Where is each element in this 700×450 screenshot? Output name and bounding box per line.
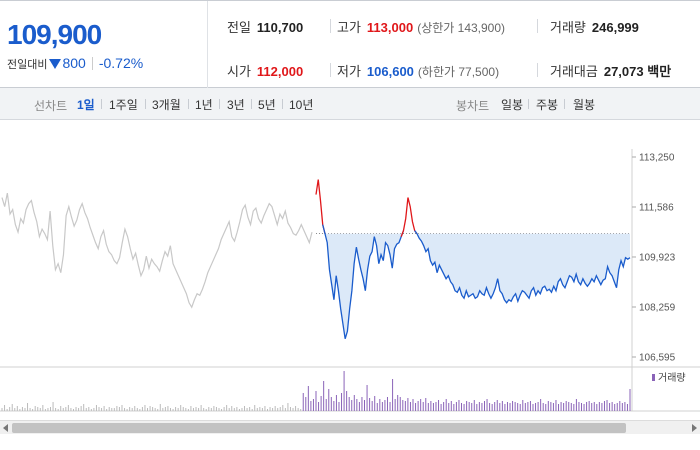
stat-value: 112,000	[256, 64, 304, 79]
stat-value: 110,700	[256, 20, 304, 35]
stat-value: 246,999	[591, 20, 639, 35]
today-series-line-up	[315, 179, 326, 234]
y-tick-label: 111,586	[639, 203, 674, 214]
y-tick-label: 108,259	[639, 302, 676, 313]
chart-period-tabs: 선차트 1일 1주일 3개월 1년 3년 5년 10년 봉차트 일봉 주봉 월봉	[0, 88, 700, 120]
divider	[145, 99, 146, 109]
divider	[528, 99, 529, 109]
divider	[537, 63, 538, 77]
candle-chart-label: 봉차트	[456, 99, 490, 113]
tab-1week[interactable]: 1주일	[109, 98, 138, 112]
stat-unit: 백만	[647, 64, 672, 79]
stat-low: 저가 106,600 (하한가 77,500)	[337, 61, 499, 80]
stat-label: 거래량	[550, 20, 586, 35]
scroll-right-icon[interactable]	[692, 424, 697, 432]
current-price-box: 109,900 전일대비 800 -0.72%	[0, 1, 208, 88]
volume-legend-label: 거래량	[658, 372, 686, 384]
down-triangle-icon	[49, 59, 62, 69]
stat-volume: 거래량 246,999	[550, 17, 639, 36]
price-chart[interactable]: 113,250 111,586 109,923 108,259 106,595 거래량	[0, 121, 700, 421]
today-series-line-up	[400, 197, 418, 237]
stat-amount: 거래대금 27,073 백만	[550, 61, 671, 80]
stat-label: 저가	[337, 64, 361, 79]
divider	[219, 99, 220, 109]
tab-weekly-candle[interactable]: 주봉	[536, 98, 559, 112]
divider	[537, 19, 538, 33]
price-chart-svg: 113,250 111,586 109,923 108,259 106,595 거래량	[0, 149, 700, 412]
current-price: 109,900	[7, 19, 102, 50]
divider	[251, 99, 252, 109]
change-label: 전일대비	[7, 59, 48, 71]
prev-day-series-line	[1, 192, 313, 309]
stat-value: 106,600	[366, 64, 414, 79]
price-change: 전일대비 800 -0.72%	[7, 55, 143, 72]
divider	[188, 99, 189, 109]
divider	[330, 63, 331, 77]
today-area-fill	[324, 233, 630, 339]
tab-5year[interactable]: 5년	[258, 98, 276, 112]
divider	[101, 99, 102, 109]
tab-daily-candle[interactable]: 일봉	[501, 98, 524, 112]
tab-3month[interactable]: 3개월	[152, 98, 181, 112]
stat-label: 거래대금	[550, 64, 598, 79]
divider	[564, 99, 565, 109]
tab-1day[interactable]: 1일	[77, 98, 95, 112]
divider	[91, 57, 93, 70]
today-series-line-down	[414, 230, 631, 304]
tab-10year[interactable]: 10년	[289, 98, 314, 112]
today-series-line-down	[322, 224, 405, 340]
stat-value: 113,000	[366, 20, 414, 35]
stat-label: 고가	[337, 20, 361, 35]
tab-monthly-candle[interactable]: 월봉	[573, 98, 596, 112]
chart-scrollbar[interactable]	[0, 420, 700, 434]
y-tick-label: 113,250	[639, 153, 675, 164]
stat-open: 시가 112,000	[227, 61, 303, 80]
change-rate: -0.72%	[98, 55, 144, 71]
lower-limit: (하한가 77,500)	[417, 65, 500, 79]
tab-1year[interactable]: 1년	[195, 98, 213, 112]
stat-value: 27,073	[603, 64, 644, 79]
volume-legend-swatch	[652, 374, 655, 381]
divider	[282, 99, 283, 109]
line-chart-label: 선차트	[34, 99, 68, 113]
stat-high: 고가 113,000 (상한가 143,900)	[337, 17, 505, 36]
scroll-thumb[interactable]	[12, 423, 626, 433]
upper-limit: (상한가 143,900)	[417, 21, 506, 35]
y-tick-label: 109,923	[639, 252, 676, 263]
stat-label: 시가	[227, 64, 251, 79]
divider	[330, 19, 331, 33]
stat-prev-close: 전일 110,700	[227, 17, 303, 36]
stat-label: 전일	[227, 20, 251, 35]
change-amount: 800	[62, 55, 86, 71]
scroll-left-icon[interactable]	[3, 424, 8, 432]
y-tick-label: 106,595	[639, 353, 676, 364]
price-stats: 전일 110,700 고가 113,000 (상한가 143,900) 거래량 246,…	[209, 1, 700, 88]
tab-3year[interactable]: 3년	[227, 98, 245, 112]
quote-panel: 109,900 전일대비 800 -0.72% 전일 110,700 고가 113,00…	[0, 0, 700, 88]
